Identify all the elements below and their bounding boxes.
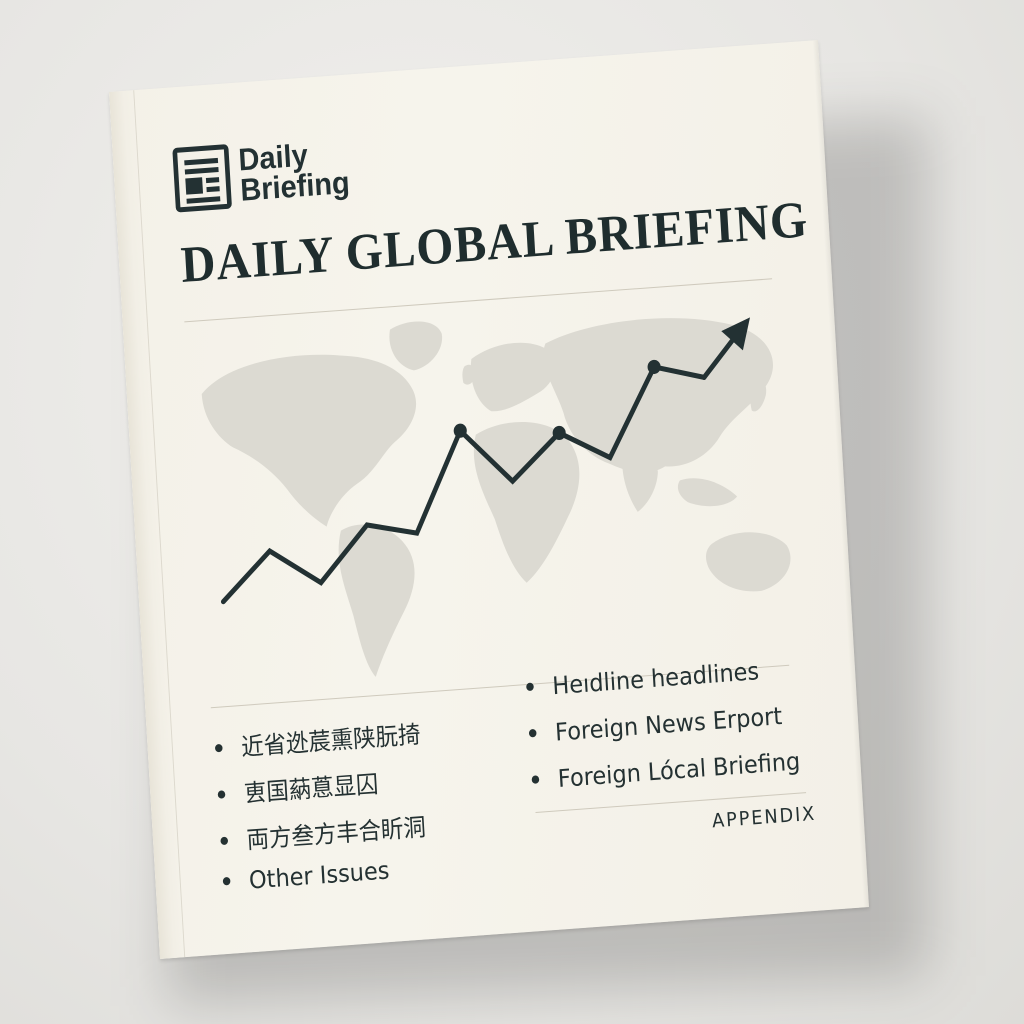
cover-spine: [109, 90, 186, 960]
report-title: DAILY GLOBAL BRIEFING: [179, 191, 810, 295]
map-australia: [705, 532, 791, 592]
bullet-icon: [531, 775, 540, 784]
map-uk: [462, 364, 476, 385]
bullet-icon: [217, 790, 226, 799]
list-item: 叀国蒳蒠显囚: [217, 764, 380, 811]
map-greenland: [389, 321, 443, 371]
map-north-america: [201, 354, 417, 527]
map-asia: [543, 318, 773, 473]
list-item-text: 近省迯莀熏陕朊掎: [240, 720, 422, 762]
appendix-label: APPENDIX: [711, 802, 817, 833]
map-south-america: [338, 524, 415, 677]
list-item-text: 叀国蒳蒠显囚: [243, 769, 380, 808]
series-line: [220, 364, 707, 605]
data-point: [552, 425, 566, 441]
list-item: Other Issues: [222, 856, 390, 896]
bullet-icon: [214, 743, 223, 753]
list-item-text: Other Issues: [248, 856, 391, 895]
brand-logo: Daily Briefing: [172, 135, 351, 213]
arrowhead-icon: [721, 317, 750, 351]
brand-name-line2: Briefing: [239, 164, 351, 208]
brand-name: Daily Briefing: [238, 137, 351, 208]
map-se-asia: [677, 478, 738, 507]
list-item: Foreign News Erport: [528, 702, 783, 749]
bullet-icon: [526, 682, 534, 692]
list-item: 近省迯莀熏陕朊掎: [214, 714, 421, 764]
data-point: [647, 359, 661, 374]
bullet-icon: [220, 836, 229, 846]
map-europe: [470, 342, 555, 412]
world-map-background: [201, 318, 791, 677]
list-item-text: 両方叁方丰合盺洞: [245, 813, 427, 855]
series-line-end: [701, 338, 735, 380]
bullet-icon: [528, 728, 537, 738]
data-point: [453, 423, 467, 438]
list-item-text: Foreign News Erport: [554, 701, 783, 747]
map-africa: [473, 422, 580, 583]
map-japan: [750, 378, 767, 412]
trend-line-chart: [220, 317, 750, 605]
list-item-text: Foreign Lócal Briefing: [557, 747, 801, 794]
list-item: Foreign Lócal Briefing: [531, 747, 801, 795]
bullet-icon: [222, 876, 231, 886]
list-item: 両方叁方丰合盺洞: [219, 807, 427, 857]
report-cover: Daily Briefing DAILY GLOBAL BRIEFING: [109, 40, 869, 960]
newspaper-icon: [172, 144, 233, 213]
map-india: [622, 451, 658, 512]
